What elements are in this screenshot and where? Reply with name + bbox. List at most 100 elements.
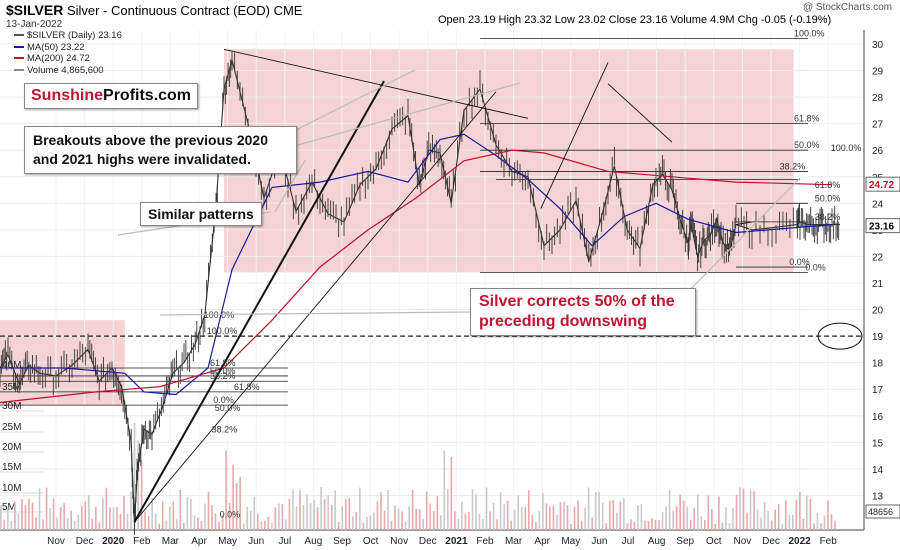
x-tick-label: Jun [248,536,264,547]
volume-bar [781,523,784,530]
volume-bar [520,506,523,530]
volume-bar [140,459,143,530]
volume-bar [376,501,379,530]
volume-bar [7,507,9,530]
volume-bar [256,513,259,530]
volume-bar [327,495,329,530]
legend-item-ma200: MA(200) 24.72 [14,53,122,65]
volume-bar [239,476,241,530]
volume-bar [770,520,773,530]
volume-bar [739,487,741,530]
ma200-price-tag-box [865,176,900,192]
volume-bar [552,505,555,530]
volume-bar [461,501,463,530]
volume-bar [728,523,731,530]
volume-tick-label: 20M [2,442,21,453]
volume-bar [390,520,393,530]
x-tick-label: Oct [706,536,722,547]
volume-bar [517,495,520,530]
fib-label: 38.2% [815,212,841,222]
volume-bar [109,507,111,530]
volume-tag-box [865,504,900,519]
volume-bar [528,490,530,530]
volume-bar [193,515,196,530]
volume-bar [626,523,629,530]
volume-bar [450,457,453,530]
volume-bar [499,492,502,530]
volume-bar [35,517,37,530]
x-tick-label: Apr [534,536,550,547]
x-tick-label: Jul [622,536,635,547]
volume-bar [672,510,674,530]
volume-bar [668,490,671,530]
fib-label: 0.0% [213,395,234,405]
similar-patterns-note: Similar patterns [140,202,262,226]
volume-bar [580,520,583,530]
x-tick-label: Dec [762,536,780,547]
x-tick-label: Nov [47,536,65,547]
volume-bar [133,422,136,530]
volume-bar [59,507,62,530]
volume-bar [696,494,699,530]
volume-bar [686,506,688,530]
ohlc-readout: Open 23.19 High 23.32 Low 23.02 Close 23… [438,14,832,26]
volume-bar [598,491,600,530]
volume-bar [320,487,322,530]
volume-bar [204,503,206,530]
volume-bar [809,499,812,530]
legend-item-ma50: MA(50) 23.22 [14,42,122,54]
volume-bar [447,488,449,530]
volume-bar [98,522,101,530]
volume-bar [369,515,372,530]
volume-bar [792,514,794,530]
x-tick-label: Aug [305,536,323,547]
volume-bar [278,503,280,530]
volume-bar [584,507,586,530]
volume-bar [105,487,108,530]
volume-bar [654,519,657,530]
volume-bar [665,506,667,530]
volume-bar [795,499,798,530]
volume-bar [84,501,87,530]
volume-bar [732,507,734,530]
volume-bar [503,503,505,530]
volume-bar [742,488,745,530]
volume-bar [80,506,83,530]
volume-bar [0,505,2,530]
y-tick-label: 29 [872,67,884,78]
shade-zone-2021b [544,49,794,273]
fib-label: 50.0% [815,193,841,203]
volume-bar [827,500,829,530]
volume-bar [337,522,340,530]
pointer-breakout-a [279,69,416,139]
x-tick-label: Feb [476,536,494,547]
volume-bar [721,522,724,530]
volume-bar [274,507,277,530]
volume-bar [718,496,720,530]
volume-bar [281,503,284,530]
volume-bar [563,501,565,530]
volume-bar [802,518,805,530]
volume-bar [608,500,611,530]
trendline-steep [133,80,385,523]
volume-bar [763,502,766,530]
y-tick-label: 14 [872,465,884,476]
volume-bar [214,513,217,530]
fib-label: 38.2% [212,424,238,434]
volume-bar [658,520,660,530]
volume-bar [95,506,97,530]
x-tick-label: 2020 [102,536,125,547]
volume-bar [601,502,604,530]
volume-bar [404,521,407,530]
volume-bar [623,498,625,530]
y-tick-label: 18 [872,359,884,370]
fib-label: 38.2% [210,371,236,381]
volume-bar [545,503,548,530]
volume-bar [242,523,245,530]
volume-bar [176,519,178,530]
volume-bar [440,515,442,530]
volume-bar [711,508,713,530]
volume-bar [591,517,593,530]
volume-bar [246,506,248,530]
volume-bar [341,506,344,530]
